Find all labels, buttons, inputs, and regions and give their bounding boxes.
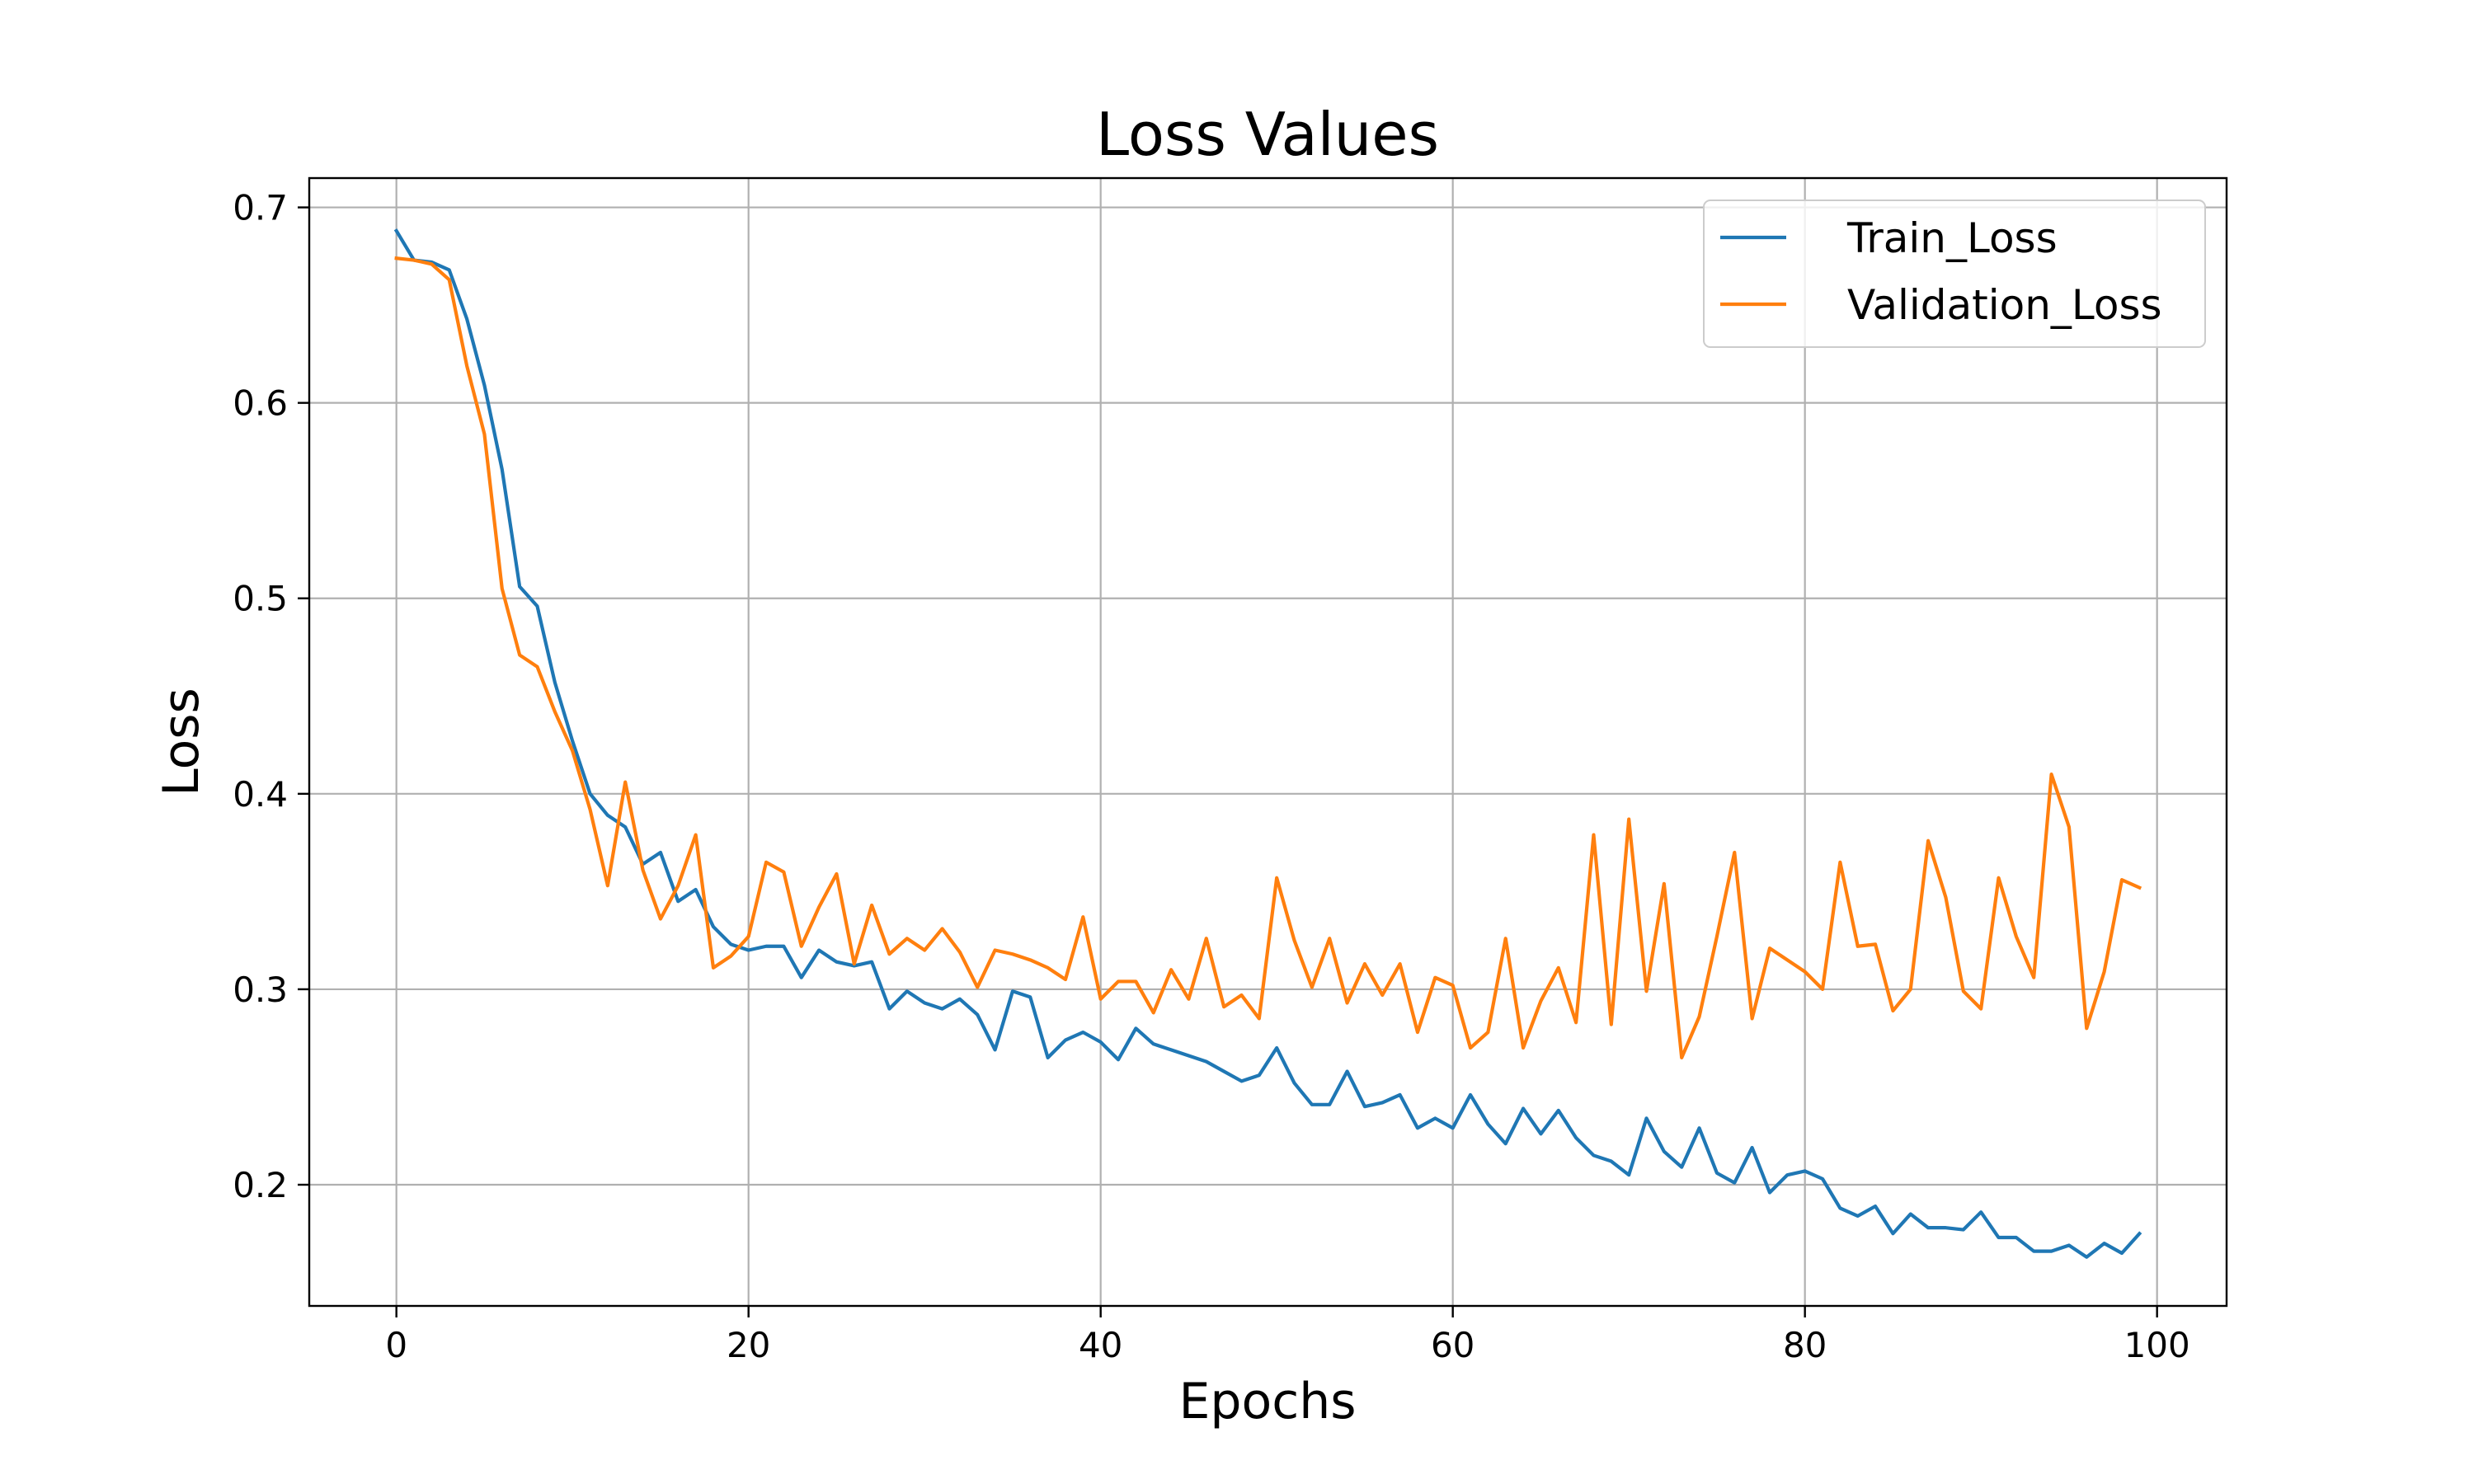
y-tick-label: 0.7 (233, 188, 288, 228)
grid (309, 178, 2227, 1306)
plot-series (393, 228, 2142, 1259)
y-tick-label: 0.5 (233, 579, 288, 619)
y-axis-label: Loss (153, 688, 210, 796)
series-line-train-loss (393, 228, 2142, 1259)
x-tick-label: 60 (1431, 1325, 1475, 1365)
series-line-validation-loss (394, 256, 2142, 1060)
x-axis-label: Epochs (1179, 1373, 1357, 1430)
x-tick-label: 80 (1783, 1325, 1827, 1365)
axis-ticks: 0 20 40 60 80 100 0.2 0.3 0.4 0.5 0.6 0.7 (233, 188, 2190, 1365)
legend-label-validation-loss: Validation_Loss (1847, 281, 2162, 329)
x-tick-label: 20 (727, 1325, 770, 1365)
y-tick-label: 0.6 (233, 383, 288, 424)
legend: Train_Loss Validation_Loss (1703, 200, 2206, 348)
y-tick-label: 0.2 (233, 1165, 288, 1205)
chart-title: Loss Values (1096, 100, 1439, 169)
y-tick-label: 0.4 (233, 774, 288, 815)
plot-frame (308, 176, 2228, 1308)
y-tick-label: 0.3 (233, 970, 288, 1010)
legend-box (1703, 200, 2206, 348)
legend-label-train-loss: Train_Loss (1846, 214, 2058, 262)
x-tick-label: 0 (385, 1325, 407, 1365)
x-tick-label: 100 (2124, 1325, 2190, 1365)
x-tick-label: 40 (1079, 1325, 1122, 1365)
